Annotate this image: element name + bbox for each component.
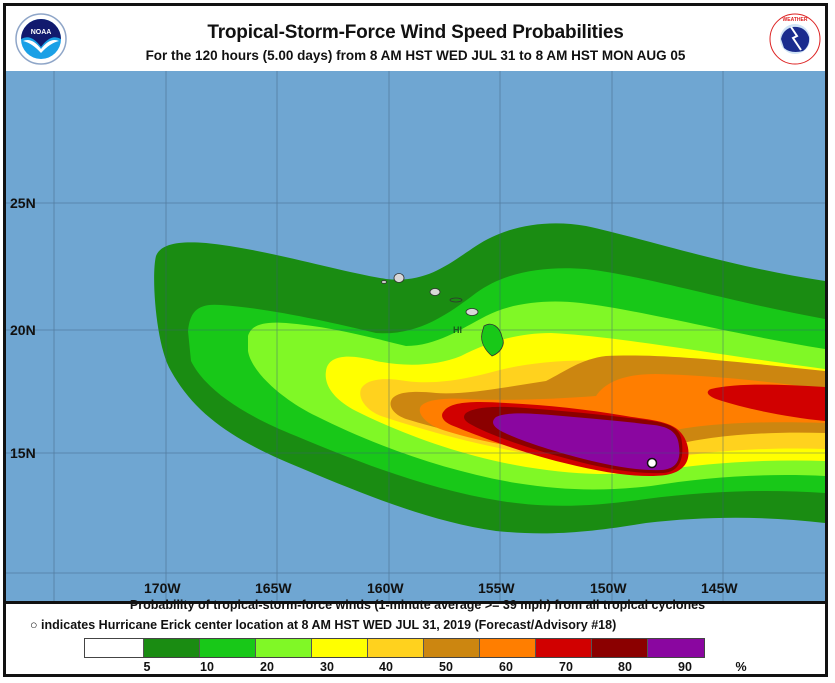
legend-tick: 5 xyxy=(143,660,151,674)
legend-swatch-below-5 xyxy=(85,639,144,657)
chart-title: Tropical-Storm-Force Wind Speed Probabil… xyxy=(207,22,624,43)
legend-swatch-60-70 xyxy=(480,639,536,657)
island-kauai xyxy=(393,273,405,283)
probability-map: HI 25N 20N 15N 170W 165W 160W 155W 150W … xyxy=(6,71,825,601)
legend-tick: 80 xyxy=(618,660,632,674)
legend-tick: 50 xyxy=(439,660,453,674)
lon-label-155w: 155W xyxy=(478,580,515,596)
footer-description: Probability of tropical-storm-force wind… xyxy=(129,598,706,612)
island-oahu xyxy=(429,288,441,296)
island-niihau xyxy=(381,280,387,284)
footer-storm-note: ○ indicates Hurricane Erick center locat… xyxy=(30,618,617,632)
lat-label-25n: 25N xyxy=(10,195,36,211)
chart-subtitle: For the 120 hours (5.00 days) from 8 AM … xyxy=(145,48,686,63)
legend-swatch-5-10 xyxy=(144,639,200,657)
legend-tick: 70 xyxy=(559,660,573,674)
svg-text:WEATHER: WEATHER xyxy=(783,17,808,23)
lon-label-160w: 160W xyxy=(367,580,404,596)
legend-swatch-above-90 xyxy=(648,639,704,657)
lon-label-165w: 165W xyxy=(255,580,292,596)
legend-swatch-30-40 xyxy=(312,639,368,657)
header: NOAA Tropical-Storm-Force Wind Speed Pro… xyxy=(6,6,825,74)
legend-swatch-80-90 xyxy=(592,639,648,657)
legend-swatch-50-60 xyxy=(424,639,480,657)
chart-frame: NOAA Tropical-Storm-Force Wind Speed Pro… xyxy=(3,3,828,677)
map-bottom-border xyxy=(6,601,825,604)
legend-tick: 10 xyxy=(200,660,214,674)
region-label-hi: HI xyxy=(453,325,462,335)
island-big-island xyxy=(481,323,504,357)
contour-70-80-east xyxy=(707,384,825,421)
svg-text:NOAA: NOAA xyxy=(31,29,52,36)
island-molokai xyxy=(449,297,463,303)
lat-label-20n: 20N xyxy=(10,322,36,338)
lon-label-170w: 170W xyxy=(144,580,181,596)
contour-90-plus xyxy=(493,413,680,471)
island-maui xyxy=(465,308,479,316)
legend-ticks: 5 10 20 30 40 50 60 70 80 90 % xyxy=(0,660,835,674)
legend-tick: 60 xyxy=(499,660,513,674)
storm-center-marker xyxy=(646,457,658,469)
hawaiian-islands xyxy=(381,273,504,357)
legend-unit: % xyxy=(735,660,747,674)
legend-swatch-10-20 xyxy=(200,639,256,657)
legend-swatch-40-50 xyxy=(368,639,424,657)
legend-tick: 40 xyxy=(379,660,393,674)
lat-lon-grid xyxy=(6,71,825,601)
color-legend xyxy=(84,638,705,658)
legend-tick: 30 xyxy=(320,660,334,674)
lon-label-150w: 150W xyxy=(590,580,627,596)
legend-swatch-20-30 xyxy=(256,639,312,657)
lat-label-15n: 15N xyxy=(10,445,36,461)
legend-tick: 20 xyxy=(260,660,274,674)
lon-label-145w: 145W xyxy=(701,580,738,596)
legend-tick: 90 xyxy=(678,660,692,674)
legend-swatch-70-80 xyxy=(536,639,592,657)
nws-logo-icon: WEATHER xyxy=(769,13,821,65)
probability-contours: HI xyxy=(6,71,825,601)
noaa-logo-icon: NOAA xyxy=(15,13,67,65)
